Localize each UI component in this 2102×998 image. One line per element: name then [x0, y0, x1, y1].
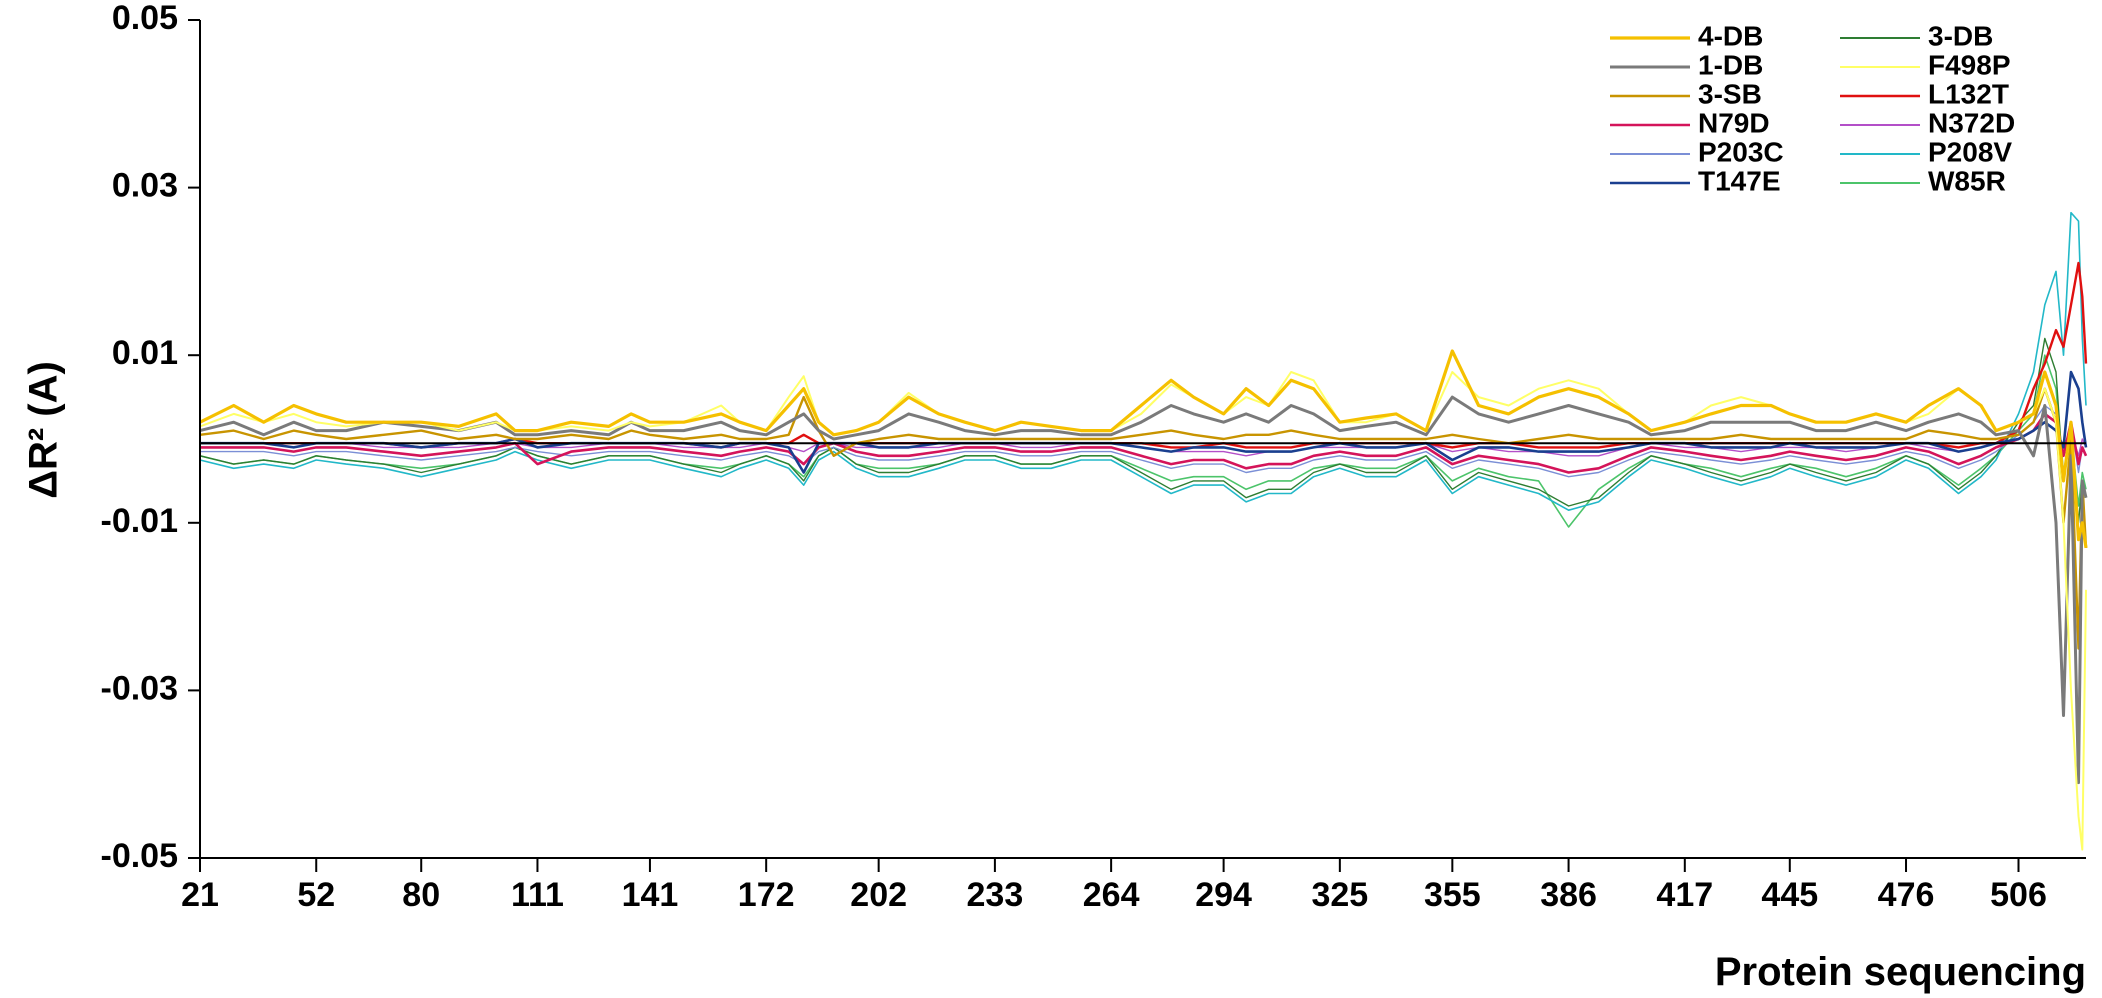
x-tick-label: 445 [1761, 876, 1818, 914]
x-tick-label: 141 [622, 876, 679, 914]
x-tick-label: 21 [181, 876, 219, 914]
series-line-f498p [199, 371, 2087, 851]
legend-label: F498P [1928, 49, 2011, 80]
series-line-p208v [199, 211, 2087, 512]
series-line-3-sb [199, 387, 2088, 650]
x-tick-label: 355 [1424, 876, 1481, 914]
x-tick-label: 325 [1311, 876, 1368, 914]
series-line-p203c [200, 404, 2087, 478]
x-axis-title: Protein sequencing [1715, 950, 2086, 994]
legend-label: P208V [1928, 136, 2012, 167]
y-tick-label: 0.05 [112, 0, 178, 37]
legend-label: 4-DB [1698, 20, 1763, 51]
legend-label: T147E [1698, 165, 1781, 196]
legend-label: L132T [1928, 78, 2009, 109]
y-axis-title: ΔR² (A) [22, 361, 66, 499]
x-tick-label: 233 [967, 876, 1024, 914]
series-line-n372d [200, 421, 2087, 457]
legend-label: 3-SB [1698, 78, 1762, 109]
series-line-3-db [199, 337, 2087, 524]
y-tick-label: 0.01 [112, 334, 178, 372]
x-tick-label: 80 [402, 876, 440, 914]
y-axis-ticks: 0.05 0.03 0.01 -0.01 -0.03 -0.05 [101, 0, 200, 875]
x-tick-label: 52 [297, 876, 335, 914]
x-axis-ticks: 21 52 80 111 141 172 202 233 264 294 325 355 386 417 4… [181, 858, 2047, 914]
legend-label: 1-DB [1698, 49, 1763, 80]
series-line-n79d [200, 412, 2088, 474]
y-tick-label: -0.05 [101, 837, 179, 875]
legend-label: 3-DB [1928, 20, 1993, 51]
x-tick-label: 264 [1083, 876, 1140, 914]
legend-label: N372D [1928, 107, 2015, 138]
legend-label: N79D [1698, 107, 1770, 138]
y-tick-label: -0.01 [101, 502, 179, 540]
series-line-w85r [199, 354, 2087, 528]
series-line-1-db [199, 395, 2088, 785]
x-tick-label: 506 [1990, 876, 2047, 914]
y-tick-label: -0.03 [101, 669, 179, 707]
x-tick-label: 111 [511, 876, 564, 914]
x-tick-label: 202 [850, 876, 907, 914]
x-tick-label: 476 [1878, 876, 1935, 914]
legend-label: W85R [1928, 165, 2006, 196]
x-tick-label: 294 [1195, 876, 1252, 914]
y-tick-label: 0.03 [112, 167, 178, 205]
x-tick-label: 172 [738, 876, 795, 914]
x-tick-label: 386 [1540, 876, 1597, 914]
x-tick-label: 417 [1656, 876, 1713, 914]
series-line-4-db [199, 349, 2088, 549]
series-lines [199, 211, 2088, 851]
legend-label: P203C [1698, 136, 1784, 167]
